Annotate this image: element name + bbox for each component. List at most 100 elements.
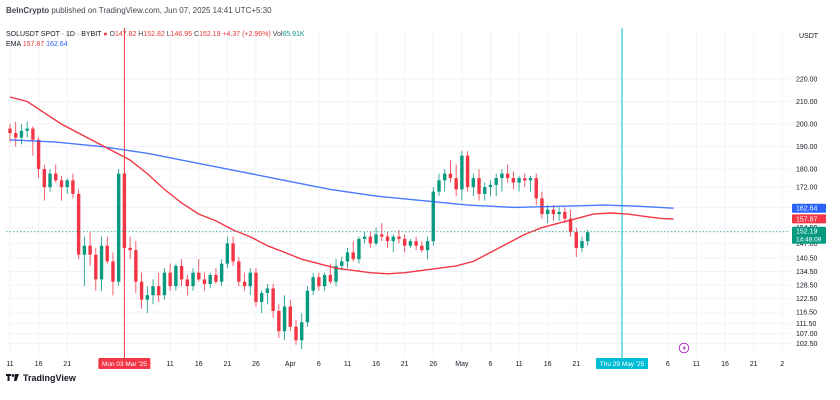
candle-body [391, 236, 395, 242]
candle-body [408, 241, 413, 246]
candle-body [219, 263, 224, 282]
open-label: O [109, 31, 115, 38]
date-marker-tag [596, 358, 649, 369]
candle-body [397, 236, 401, 239]
candle-body [174, 265, 178, 287]
candle-body [197, 272, 201, 280]
time-tick-label: 16 [544, 361, 552, 368]
candle-body [534, 178, 538, 199]
candle-body [528, 178, 533, 181]
candle-body [334, 265, 338, 282]
time-tick-label: 11 [693, 361, 700, 368]
candle-body [460, 155, 464, 190]
candle-body [271, 288, 275, 311]
time-tick-label: 11 [515, 361, 522, 368]
candle-body [71, 180, 75, 194]
open-value: 147.82 [114, 31, 137, 38]
price-tag-label: 152.19 [796, 229, 818, 236]
price-tick-label: 122.50 [796, 296, 818, 303]
candle-body [202, 279, 207, 284]
ema-lines [6, 96, 790, 275]
price-tag-countdown: 14:48:09 [796, 237, 822, 244]
time-tick-label: 21 [572, 361, 580, 368]
candle-body [586, 232, 590, 242]
time-tick-label: 11 [6, 361, 13, 368]
candle-body [248, 272, 252, 287]
candle-body [157, 286, 161, 296]
candle-body [305, 290, 310, 323]
price-tag-bg [792, 203, 826, 213]
high-value: 152.82 [143, 31, 165, 38]
candle-body [362, 236, 367, 239]
candle-body [494, 178, 498, 185]
candle-body [8, 128, 12, 134]
ema-label[interactable]: EMA [6, 41, 21, 48]
candle-body [425, 241, 430, 251]
change-value: +4.37 (+2.96%) [222, 31, 271, 38]
time-tick-label: 11 [344, 361, 351, 368]
candle-body [368, 236, 373, 244]
candle-body [563, 211, 567, 219]
candle-body [151, 286, 155, 296]
close-label: C [194, 31, 200, 38]
time-tick-label: 26 [429, 361, 437, 368]
time-tick-label: 21 [63, 361, 71, 368]
tradingview-logo[interactable]: TradingView [6, 373, 76, 383]
candle-body [145, 295, 149, 300]
candle-body [523, 178, 527, 181]
candle-body [65, 180, 69, 188]
candle-body [237, 261, 241, 282]
candle-body [99, 245, 104, 280]
candle-body [54, 173, 58, 181]
candle-body [168, 272, 172, 287]
candle-body [414, 241, 418, 246]
time-axis[interactable]: 11 16 21 11 16 21 26 Apr 6 11 16 21 26 May 6 11 16 21 6 11 1… [6, 361, 784, 368]
candle-body [128, 247, 132, 251]
candle-body [82, 245, 87, 255]
volume-label: Vol [272, 31, 283, 38]
candle-body [116, 173, 121, 282]
candle-body [431, 191, 435, 242]
candlesticks [8, 121, 590, 350]
candle-body [259, 292, 264, 302]
candle-body [545, 209, 550, 215]
time-tick-label: 16 [721, 361, 729, 368]
time-tick-label: 6 [489, 361, 493, 368]
flash-icon[interactable] [678, 342, 690, 354]
candle-body [568, 218, 573, 233]
candle-body [265, 288, 270, 293]
price-tag-bg [792, 226, 826, 244]
candle-body [402, 238, 407, 246]
candle-body [191, 272, 195, 287]
candle-body [500, 173, 504, 179]
price-tick-label: 210.00 [796, 99, 818, 106]
candle-body [328, 274, 333, 282]
ema-line-red [9, 96, 674, 275]
candle-body [483, 187, 487, 194]
symbol-label[interactable]: SOLUSDT SPOT · 1D · BYBIT [6, 31, 102, 38]
time-tick-label: 11 [167, 361, 174, 368]
price-axis[interactable]: 102.50 107.00 111.50 116.50 122.50 128.50 134.… [796, 77, 818, 349]
symbol-legend[interactable]: SOLUSDT SPOT · 1D · BYBIT ● O147.82 H152… [6, 31, 305, 38]
candle-body [477, 178, 481, 194]
high-label: H [138, 31, 144, 38]
price-tag-label: 157.87 [796, 216, 818, 223]
time-tick-label: 16 [35, 361, 43, 368]
date-markers: Mon 03 Mar '25 Thu 29 May '25 [98, 28, 649, 369]
candle-body [162, 272, 167, 296]
ema-legend[interactable]: EMA 157.87 162.64 [6, 41, 68, 48]
time-tick-label: 21 [401, 361, 409, 368]
low-value: 146.95 [170, 31, 193, 38]
time-tick-label: 2 [780, 361, 784, 368]
candle-body [420, 245, 424, 251]
tradingview-logo-icon [6, 373, 19, 381]
candle-body [385, 236, 390, 242]
candle-body [36, 139, 41, 170]
volume-value: 65.91K [282, 31, 305, 38]
price-tick-label: 180.00 [796, 167, 818, 174]
time-tick-label: 16 [372, 361, 380, 368]
time-tick-label: 6 [317, 361, 321, 368]
time-tick-label: 26 [252, 361, 260, 368]
candle-body [557, 211, 561, 215]
